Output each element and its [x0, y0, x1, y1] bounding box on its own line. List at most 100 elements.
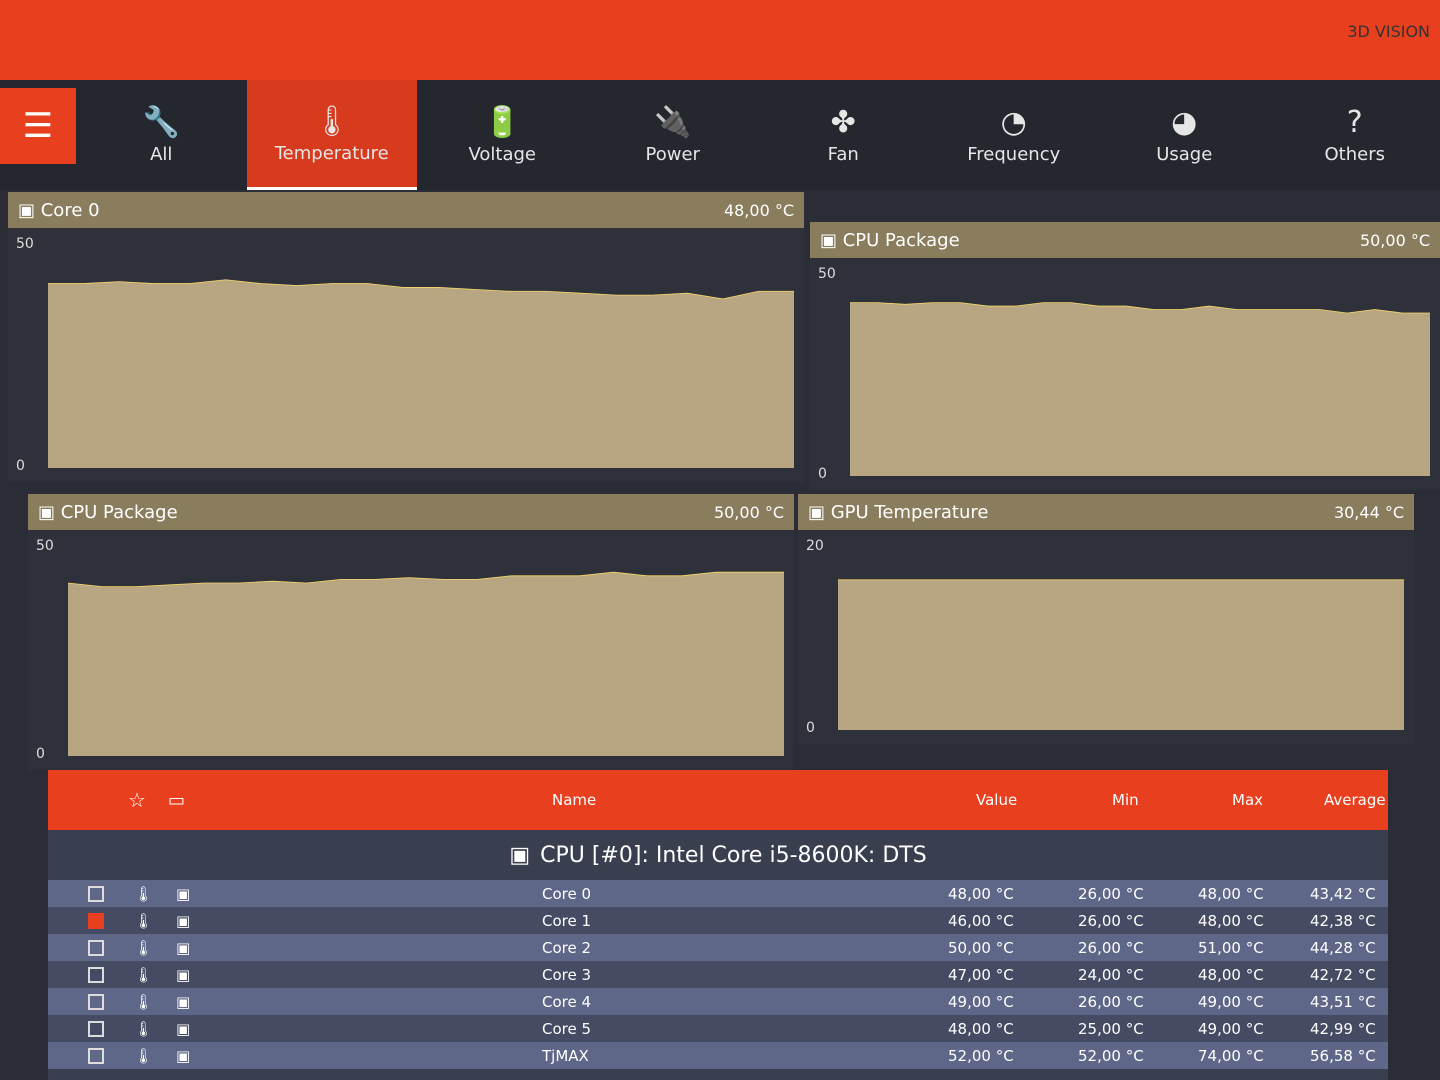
panel-title: Core 0 — [40, 199, 100, 221]
column-max[interactable]: Max — [1232, 791, 1264, 809]
panel-value: 48,00 °C — [723, 200, 794, 220]
tab-all[interactable]: 🔧 All — [76, 80, 247, 190]
table-row[interactable]: 🌡 ▣ TjMAX 52,00 °C 52,00 °C 74,00 °C 56,… — [48, 1042, 1388, 1069]
question-icon: ? — [1346, 105, 1363, 140]
chip-icon: ▣ — [176, 1019, 191, 1038]
tab-label: All — [150, 144, 173, 165]
chip-icon: ▣ — [176, 911, 191, 930]
tab-label: Voltage — [468, 144, 537, 165]
sensor-max: 48,00 °C — [1198, 965, 1264, 984]
chip-icon: ▣ — [18, 199, 41, 221]
thermometer-icon: 🌡 — [134, 1046, 154, 1065]
sensor-name: Core 5 — [542, 1019, 592, 1038]
chart-area — [68, 572, 784, 756]
y-min-label: 0 — [806, 720, 815, 736]
table-row[interactable]: 🌡 ▣ Core 2 50,00 °C 26,00 °C 51,00 °C 44… — [48, 934, 1388, 961]
tab-label: Fan — [827, 144, 859, 165]
panel-title: GPU Temperature — [830, 501, 989, 523]
thermometer-icon: 🌡 — [312, 103, 351, 139]
chart-line — [68, 572, 784, 586]
y-max-label: 50 — [818, 266, 836, 282]
sensor-max: 74,00 °C — [1198, 1046, 1264, 1065]
table-row[interactable]: 🌡 ▣ Core 5 48,00 °C 25,00 °C 49,00 °C 42… — [48, 1015, 1388, 1042]
column-value[interactable]: Value — [976, 791, 1018, 809]
thermometer-icon: 🌡 — [134, 1019, 154, 1038]
sensor-name: Core 1 — [542, 911, 592, 930]
tab-label: Power — [645, 144, 700, 165]
row-checkbox[interactable] — [88, 1047, 104, 1064]
row-checkbox[interactable] — [88, 966, 104, 983]
sensor-value: 46,00 °C — [948, 911, 1014, 930]
panel-header[interactable]: ▣ CPU Package 50,00 °C — [810, 222, 1440, 258]
monitor-icon[interactable]: ▭ — [168, 789, 186, 811]
sensor-max: 48,00 °C — [1198, 911, 1264, 930]
sensor-min: 26,00 °C — [1078, 884, 1144, 903]
thermometer-icon: 🌡 — [134, 965, 154, 984]
chip-icon: ▣ — [176, 938, 191, 957]
chart-panel: ▣ Core 0 48,00 °C 50 0 — [8, 192, 804, 482]
sensor-value: 49,00 °C — [948, 992, 1014, 1011]
sensor-min: 24,00 °C — [1078, 965, 1144, 984]
row-checkbox[interactable] — [88, 939, 104, 956]
tab-label: Frequency — [967, 144, 1061, 165]
panel-title: CPU Package — [60, 501, 178, 523]
panel-header[interactable]: ▣ Core 0 48,00 °C — [8, 192, 804, 228]
chip-icon: ▣ — [808, 501, 831, 523]
y-min-label: 0 — [16, 458, 25, 474]
panel-value: 50,00 °C — [1359, 230, 1430, 250]
brand-logo: 3D VISION — [1347, 22, 1430, 41]
sensor-average: 42,72 °C — [1310, 965, 1376, 984]
table-row[interactable]: 🌡 ▣ Core 0 48,00 °C 26,00 °C 48,00 °C 43… — [48, 880, 1388, 907]
y-min-label: 0 — [36, 746, 45, 762]
chip-icon: ▣ — [176, 965, 191, 984]
sensor-value: 47,00 °C — [948, 965, 1014, 984]
panel-value: 30,44 °C — [1333, 502, 1404, 522]
tab-label: Usage — [1156, 144, 1213, 165]
column-name[interactable]: Name — [552, 791, 597, 809]
tab-usage[interactable]: ◕ Usage — [1099, 80, 1270, 190]
sensor-min: 26,00 °C — [1078, 992, 1144, 1011]
y-max-label: 20 — [806, 538, 824, 554]
plug-icon: 🔌 — [654, 105, 692, 140]
column-min[interactable]: Min — [1112, 791, 1139, 809]
row-checkbox[interactable] — [88, 885, 104, 902]
tab-temperature[interactable]: 🌡 Temperature — [246, 80, 417, 190]
category-tabs: ☰ 🔧 All 🌡 Temperature 🔋 Voltage 🔌 Power ✤ Fan ◔ Fre… — [0, 80, 1440, 190]
y-min-label: 0 — [818, 466, 827, 482]
tab-label: Others — [1324, 144, 1386, 165]
tab-fan[interactable]: ✤ Fan — [758, 80, 929, 190]
sensor-group-header[interactable]: ▣ CPU [#0]: Intel Core i5-8600K: DTS — [48, 830, 1388, 880]
battery-icon: 🔋 — [483, 105, 521, 140]
panel-title: CPU Package — [842, 229, 960, 251]
sensor-value: 48,00 °C — [948, 884, 1014, 903]
table-row[interactable]: 🌡 ▣ Core 4 49,00 °C 26,00 °C 49,00 °C 43… — [48, 988, 1388, 1015]
sensor-average: 56,58 °C — [1310, 1046, 1376, 1065]
chart-area — [850, 302, 1430, 476]
favorite-star-icon[interactable]: ☆ — [128, 788, 146, 812]
panel-value: 50,00 °C — [713, 502, 784, 522]
group-title: CPU [#0]: Intel Core i5-8600K: DTS — [540, 842, 927, 868]
panel-header[interactable]: ▣ GPU Temperature 30,44 °C — [798, 494, 1414, 530]
sensor-average: 43,42 °C — [1310, 884, 1376, 903]
tab-power[interactable]: 🔌 Power — [588, 80, 759, 190]
sensor-value: 50,00 °C — [948, 938, 1014, 957]
sensor-table: ☆ ▭ Name Value Min Max Average ▣ CPU [#0]… — [48, 770, 1388, 1080]
thermometer-icon: 🌡 — [134, 938, 154, 957]
sensor-max: 48,00 °C — [1198, 884, 1264, 903]
row-checkbox[interactable] — [88, 993, 104, 1010]
sensor-average: 43,51 °C — [1310, 992, 1376, 1011]
table-row[interactable]: 🌡 ▣ Core 1 46,00 °C 26,00 °C 48,00 °C 42… — [48, 907, 1388, 934]
sensor-average: 42,99 °C — [1310, 1019, 1376, 1038]
row-checkbox[interactable] — [88, 912, 104, 929]
speedometer-icon: ◕ — [1171, 105, 1198, 140]
tab-frequency[interactable]: ◔ Frequency — [929, 80, 1100, 190]
hamburger-menu-icon[interactable]: ☰ — [0, 88, 76, 164]
table-row[interactable]: 🌡 ▣ Core 3 47,00 °C 24,00 °C 48,00 °C 42… — [48, 961, 1388, 988]
row-checkbox[interactable] — [88, 1020, 104, 1037]
y-max-label: 50 — [36, 538, 54, 554]
tab-others[interactable]: ? Others — [1270, 80, 1440, 190]
panel-header[interactable]: ▣ CPU Package 50,00 °C — [28, 494, 794, 530]
sensor-max: 49,00 °C — [1198, 992, 1264, 1011]
tab-voltage[interactable]: 🔋 Voltage — [417, 80, 588, 190]
column-average[interactable]: Average — [1324, 791, 1386, 809]
